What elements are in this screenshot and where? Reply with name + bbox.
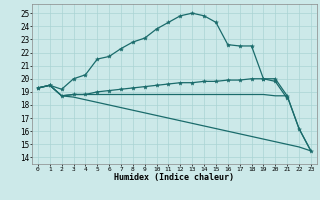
X-axis label: Humidex (Indice chaleur): Humidex (Indice chaleur) <box>115 173 234 182</box>
